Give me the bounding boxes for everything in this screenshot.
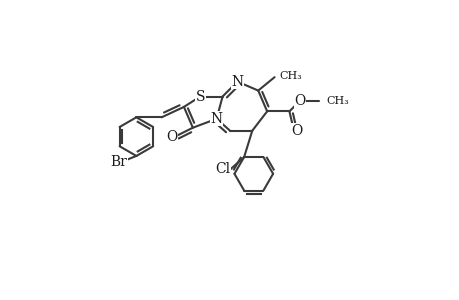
Text: N: N: [210, 112, 222, 126]
Text: O: O: [291, 124, 302, 138]
Text: CH₃: CH₃: [326, 96, 348, 106]
Text: Br: Br: [110, 155, 127, 169]
Text: O: O: [294, 94, 305, 108]
Text: CH₃: CH₃: [279, 71, 301, 81]
Text: S: S: [195, 89, 205, 103]
Text: Cl: Cl: [214, 162, 230, 176]
Text: O: O: [166, 130, 177, 144]
Text: N: N: [231, 75, 243, 88]
